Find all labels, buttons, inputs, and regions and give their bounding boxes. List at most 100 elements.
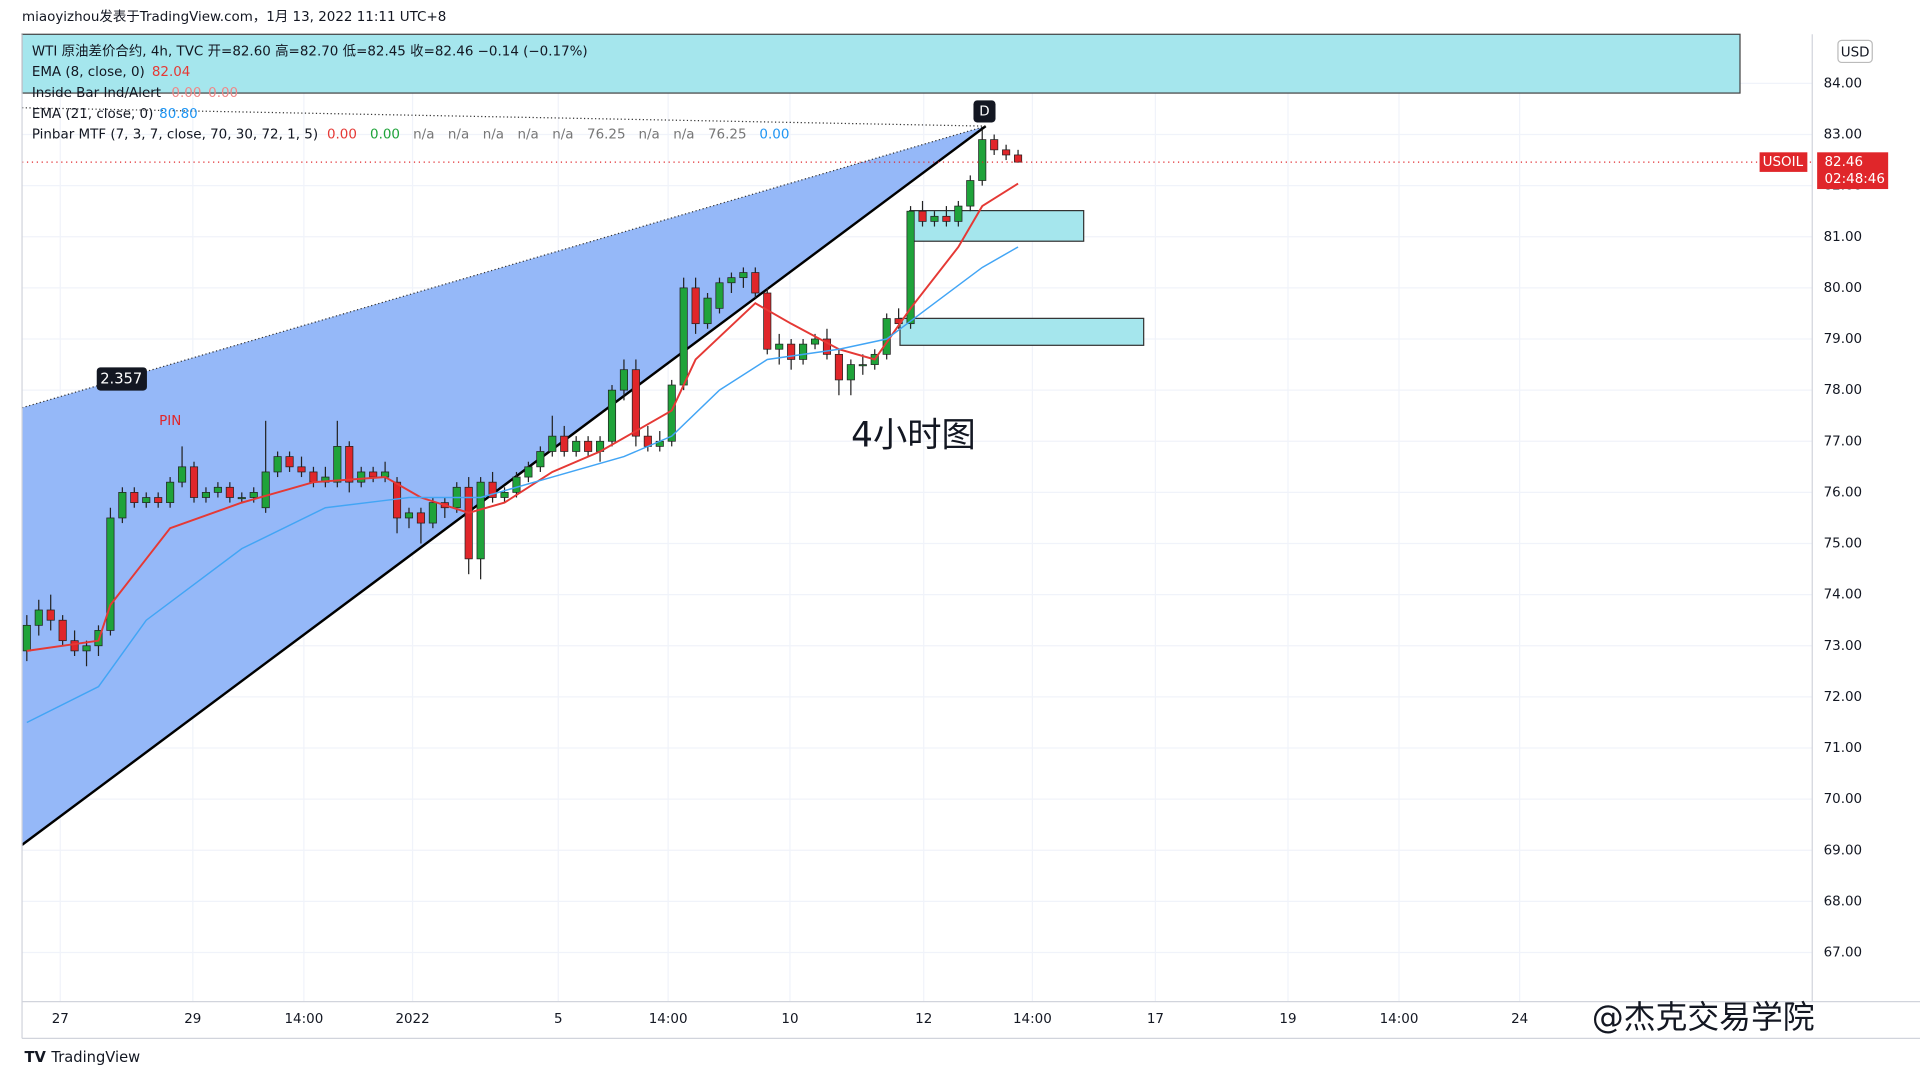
zone-box [899,317,1145,346]
y-tick-label: 83.00 [1824,127,1863,142]
candle-body [476,481,485,560]
candle-body [345,446,354,483]
currency-button[interactable] [1837,39,1873,64]
candle-body [799,343,808,360]
candle-body [990,139,999,151]
symbol-badge [1759,152,1808,172]
pinbar-value: n/a [483,128,504,143]
legend-pinbar: Pinbar MTF (7, 3, 7, close, 70, 30, 72, … [32,128,318,143]
candle-body [1002,149,1011,156]
pinbar-value: n/a [552,128,573,143]
x-tick-label: 2022 [395,1012,429,1027]
logo-mark: TV [24,1049,46,1066]
pinbar-value: 0.00 [327,128,357,143]
y-tick-label: 68.00 [1824,894,1863,909]
candle-body [154,497,163,503]
candle-body [416,512,425,524]
ratio-label: 2.357 [100,371,142,388]
candle-body [822,338,832,355]
ema-line [26,246,1019,724]
candle-body [178,466,187,483]
zone-box [909,210,1085,242]
note: 4小时图 [851,416,976,456]
candle-body [763,292,772,350]
price-axis [1812,34,1920,1002]
candle-body [727,277,736,284]
candle-body [751,272,760,294]
logo: TradingView [50,1049,140,1066]
candle-body [249,492,258,498]
candle-body [46,609,55,621]
candle-body [966,180,975,207]
dotted-line [22,107,986,127]
y-tick-label: 80.00 [1824,281,1863,296]
legend-inside-value: 0.00 [171,86,201,101]
y-tick-label: 78.00 [1824,383,1863,398]
y-tick-label: 79.00 [1824,332,1863,347]
pin-label: PIN [159,414,181,429]
candle-body [142,497,151,503]
plot [22,129,1813,724]
candle-body [930,215,939,222]
symbol: USOIL [1763,155,1804,170]
legend-ema8: EMA (8, close, 0) [32,65,145,80]
x-tick-label: 27 [52,1012,69,1027]
last-price-badge [1817,152,1889,190]
x-tick-label: 12 [915,1012,932,1027]
x-tick-label: 24 [1511,1012,1528,1027]
candle-body [392,481,402,519]
candle-body [584,440,593,452]
candle-body [70,640,79,652]
candle-body [1014,154,1023,163]
y-tick-label: 67.00 [1824,946,1863,961]
legend-inside-value: 0.00 [208,86,238,101]
ema-line [26,182,1019,652]
last-price: 82.46 [1824,155,1863,170]
candle-body [607,389,617,442]
legend-inside-bar: Inside Bar Ind/Alert [32,86,161,101]
candle-body [787,343,796,360]
candle-body [201,492,210,498]
pinbar-value: 0.00 [759,128,789,143]
y-tick-label: 70.00 [1824,792,1863,807]
candle-body [524,466,533,478]
pinbar-values: 0.00 0.00 n/a n/a n/a n/a n/a 76.25 n/a n/a 76.25 0… [327,128,789,143]
candle-body [954,205,963,222]
legend-ema8-value: 82.04 [152,65,191,80]
candle-body [106,517,115,631]
candle-body [82,645,91,652]
x-tick-label: 14:00 [649,1012,688,1027]
pinbar-value: n/a [517,128,538,143]
y-tick-label: 84.00 [1824,76,1863,91]
candle-body [858,364,867,367]
y-tick-label: 81.00 [1824,230,1863,245]
candle-body [130,492,139,503]
candle-body [428,502,437,524]
candle-body [189,466,199,498]
x-tick-label: 14:00 [1013,1012,1052,1027]
candle-body [34,609,43,626]
point-badge [973,100,996,123]
candle-body [703,297,712,325]
point-label: D [979,104,989,119]
y-tick-label: 75.00 [1824,537,1863,552]
y-tick-label: 76.00 [1824,485,1863,500]
x-tick-label: 5 [554,1012,563,1027]
pinbar-value: n/a [673,128,694,143]
y-tick-label: 72.00 [1824,690,1863,705]
candle-body [285,456,294,468]
candle-body [166,481,175,503]
legend-box [21,33,1741,94]
candle-body [58,619,67,642]
pinbar-value: 76.25 [708,128,747,143]
candle-body [22,624,31,652]
y-tick-label: 73.00 [1824,639,1863,654]
countdown: 02:48:46 [1824,172,1884,187]
candle-body [237,497,246,500]
y-tick-label: 69.00 [1824,843,1863,858]
candle-body [918,210,927,222]
candle-body [464,486,473,560]
currency[interactable]: USD [1841,46,1870,61]
